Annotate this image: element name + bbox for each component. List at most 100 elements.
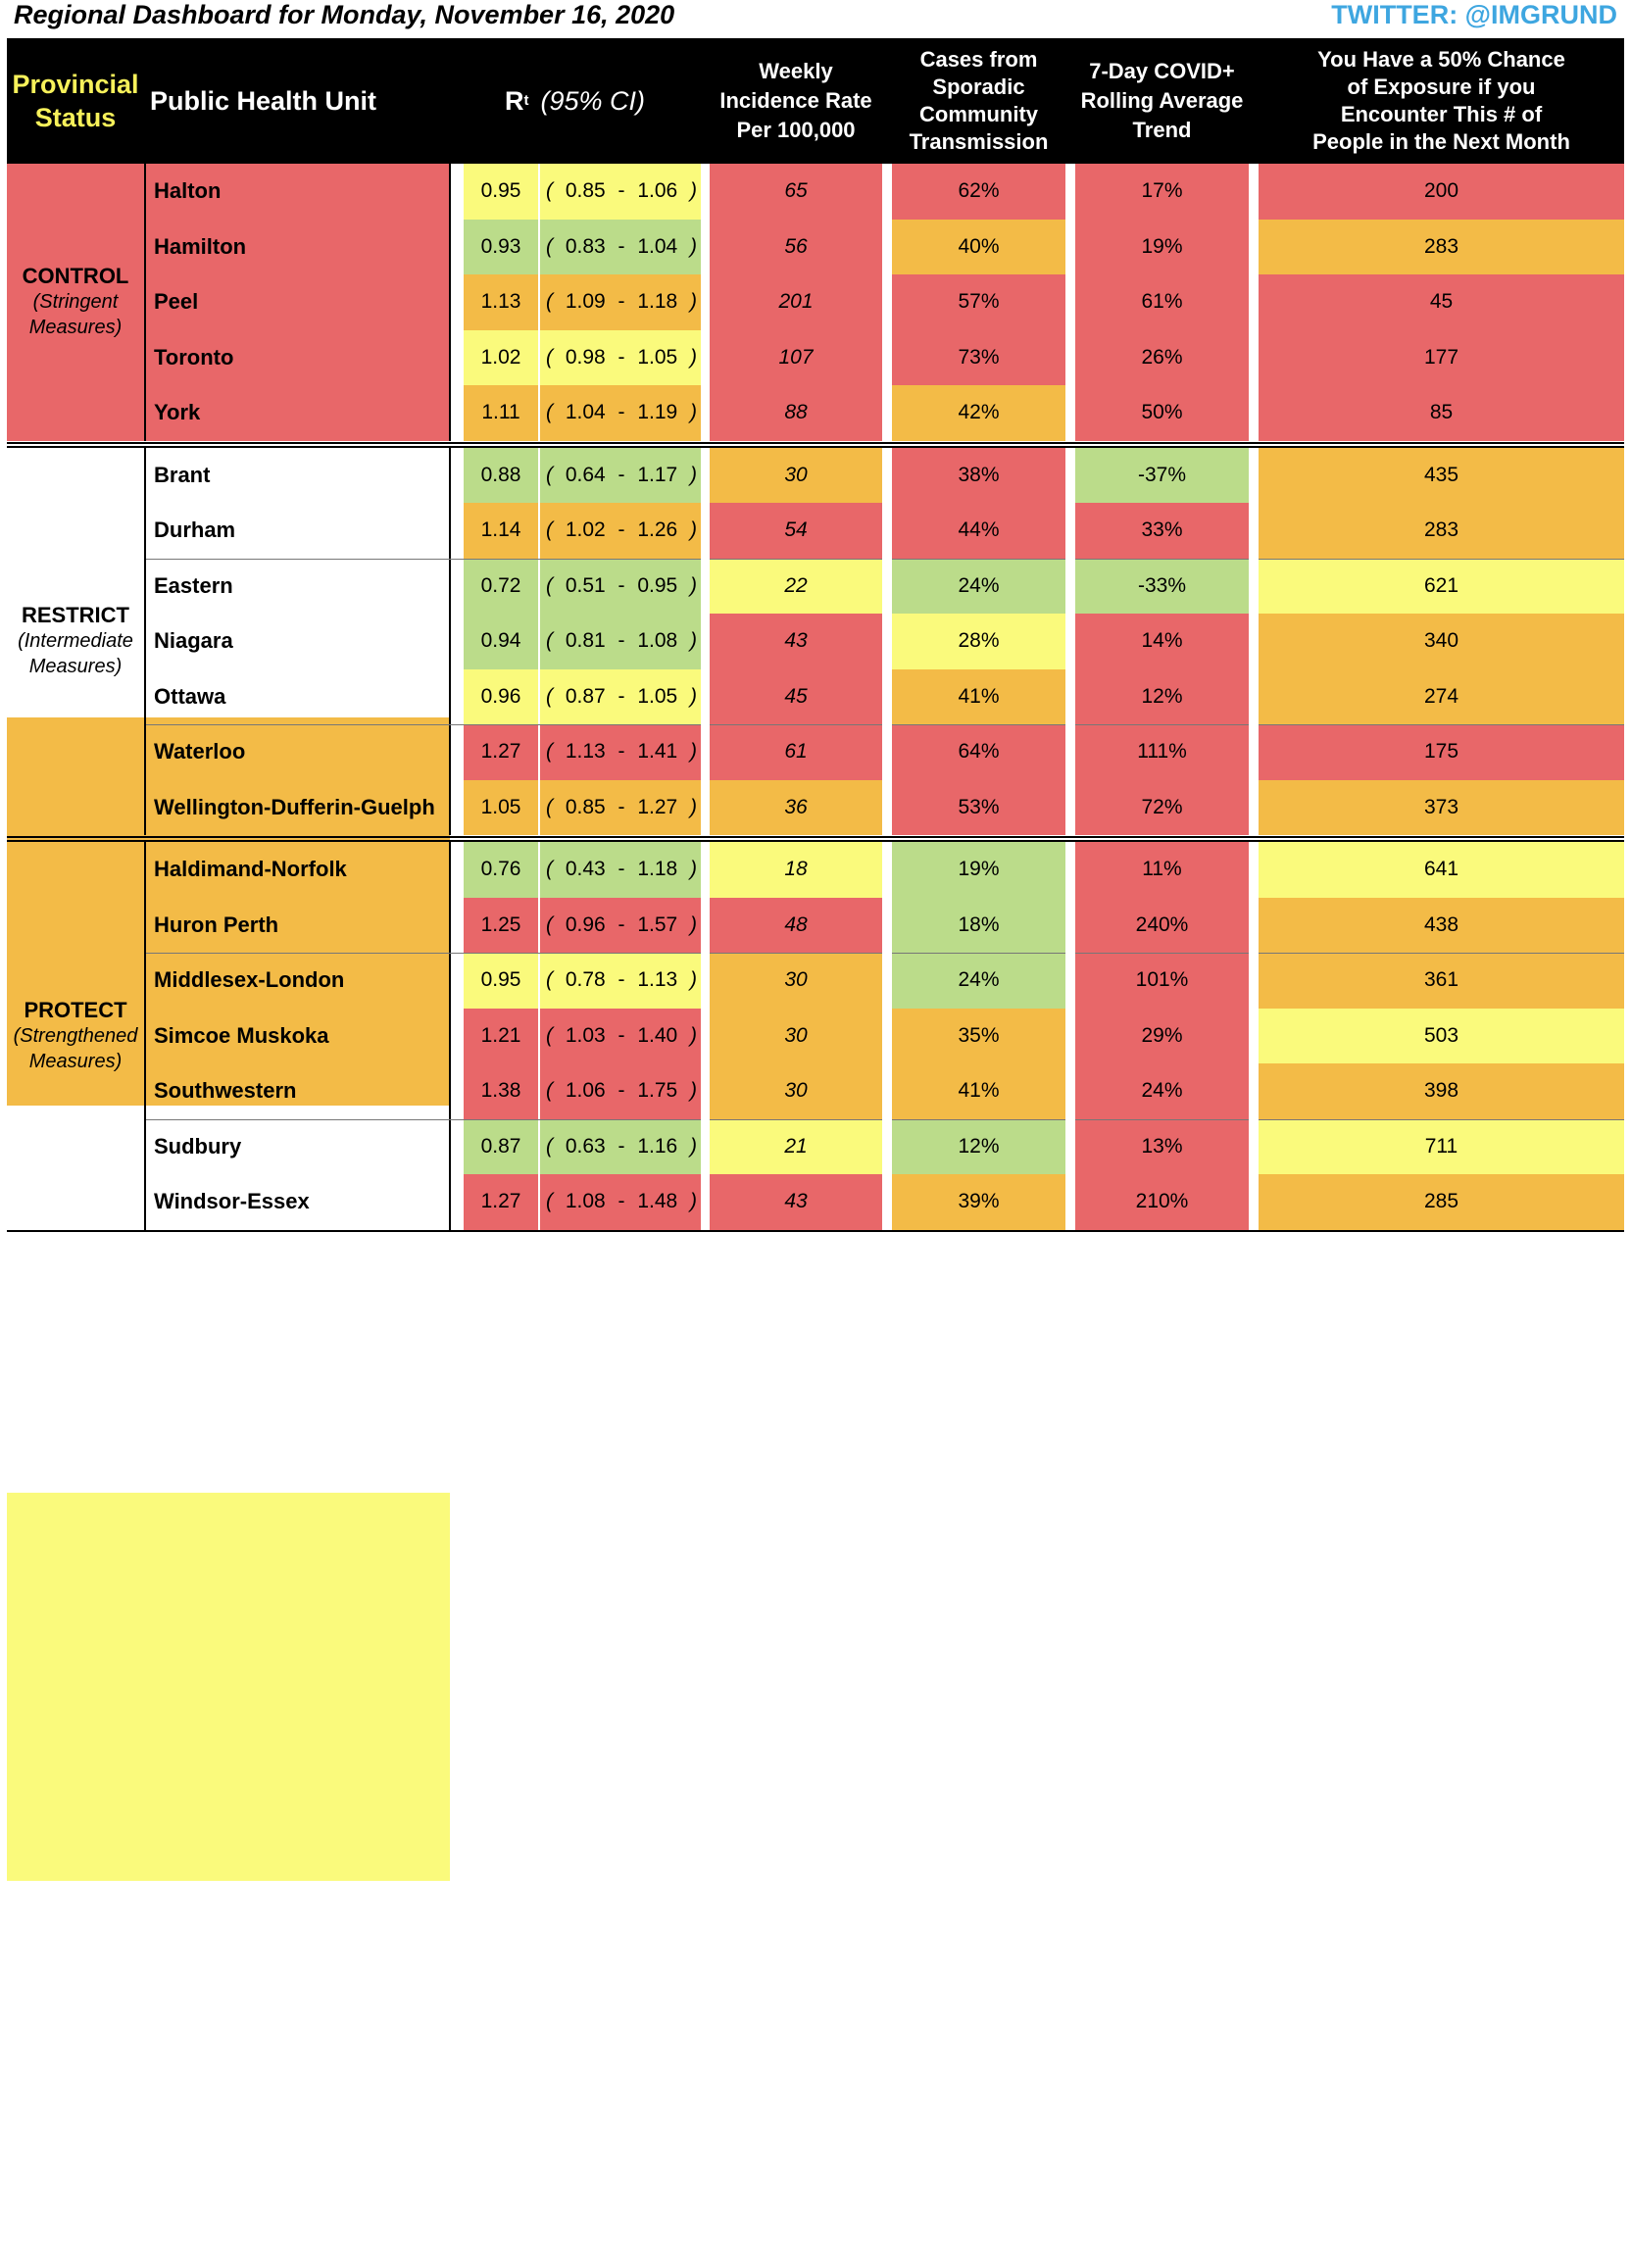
provincial-status-desc: (Stringent xyxy=(33,289,119,315)
rolling-average-trend: -37% xyxy=(1075,448,1249,504)
ci-open-paren: ( xyxy=(546,346,553,370)
health-unit-name: Niagara xyxy=(146,614,451,669)
ci-lower: 0.51 xyxy=(566,574,606,598)
ci-dash: - xyxy=(618,401,625,424)
table-bottom-border xyxy=(7,1230,1624,1232)
ci-lower: 0.78 xyxy=(566,968,606,992)
incidence-rate: 18 xyxy=(710,842,882,898)
ci-upper: 1.41 xyxy=(637,740,677,764)
sporadic-transmission: 41% xyxy=(892,1063,1065,1119)
rt-confidence-interval: (0.43-1.18) xyxy=(540,842,701,898)
ci-lower: 0.81 xyxy=(566,629,606,653)
ci-close-paren: ) xyxy=(690,1190,697,1213)
ci-upper: 1.13 xyxy=(637,968,677,992)
column-gap xyxy=(701,842,710,1230)
exposure-count: 283 xyxy=(1259,220,1624,275)
ci-close-paren: ) xyxy=(690,464,697,487)
exposure-count: 283 xyxy=(1259,503,1624,559)
ci-close-paren: ) xyxy=(690,740,697,764)
incidence-rate: 30 xyxy=(710,1009,882,1064)
column-gap xyxy=(1065,164,1075,441)
ci-upper: 1.57 xyxy=(637,913,677,937)
column-gap xyxy=(882,164,892,441)
twitter-handle[interactable]: TWITTER: @IMGRUND xyxy=(1331,0,1617,30)
health-unit-name: Waterloo xyxy=(146,724,451,780)
health-unit-name: Durham xyxy=(146,503,451,559)
incidence-rate: 56 xyxy=(710,220,882,275)
ci-upper: 1.16 xyxy=(637,1135,677,1159)
ci-open-paren: ( xyxy=(546,518,553,542)
group-band xyxy=(7,1493,450,1881)
header-incidence-line: Incidence Rate xyxy=(719,86,871,116)
ci-open-paren: ( xyxy=(546,290,553,314)
ci-close-paren: ) xyxy=(690,179,697,203)
ci-open-paren: ( xyxy=(546,1135,553,1159)
ci-open-paren: ( xyxy=(546,1079,553,1103)
ci-dash: - xyxy=(618,346,625,370)
ci-lower: 0.43 xyxy=(566,858,606,881)
ci-upper: 1.06 xyxy=(637,179,677,203)
ci-close-paren: ) xyxy=(690,1024,697,1048)
ci-close-paren: ) xyxy=(690,1079,697,1103)
incidence-rate: 48 xyxy=(710,898,882,954)
sporadic-transmission: 28% xyxy=(892,614,1065,669)
ci-close-paren: ) xyxy=(690,968,697,992)
ci-dash: - xyxy=(618,1135,625,1159)
provincial-status-desc: Measures) xyxy=(29,315,122,340)
ci-lower: 0.96 xyxy=(566,913,606,937)
health-unit-name: Brant xyxy=(146,448,451,504)
header-incidence: Weekly Incidence Rate Per 100,000 xyxy=(710,38,882,164)
ci-dash: - xyxy=(618,290,625,314)
ci-dash: - xyxy=(618,685,625,709)
provincial-status-desc: (Intermediate xyxy=(18,628,133,654)
sporadic-transmission: 35% xyxy=(892,1009,1065,1064)
header-sporadic-line: Transmission xyxy=(910,128,1049,156)
exposure-count: 45 xyxy=(1259,274,1624,330)
ci-close-paren: ) xyxy=(690,629,697,653)
ci-close-paren: ) xyxy=(690,1135,697,1159)
incidence-rate: 30 xyxy=(710,953,882,1009)
provincial-status-desc: Measures) xyxy=(29,654,122,679)
sporadic-transmission: 41% xyxy=(892,669,1065,725)
rt-value: 0.88 xyxy=(464,448,538,504)
provincial-status-name: CONTROL xyxy=(23,264,129,289)
rolling-average-trend: 50% xyxy=(1075,385,1249,441)
rt-confidence-interval: (0.63-1.16) xyxy=(540,1119,701,1175)
exposure-count: 711 xyxy=(1259,1119,1624,1175)
ci-close-paren: ) xyxy=(690,574,697,598)
header-incidence-line: Weekly xyxy=(759,57,832,86)
ci-lower: 1.06 xyxy=(566,1079,606,1103)
ci-upper: 1.48 xyxy=(637,1190,677,1213)
rolling-average-trend: 17% xyxy=(1075,164,1249,220)
exposure-count: 200 xyxy=(1259,164,1624,220)
ci-dash: - xyxy=(618,179,625,203)
ci-open-paren: ( xyxy=(546,685,553,709)
ci-upper: 1.75 xyxy=(637,1079,677,1103)
provincial-status-name: PROTECT xyxy=(24,998,126,1023)
rt-value: 1.14 xyxy=(464,503,538,559)
exposure-count: 85 xyxy=(1259,385,1624,441)
rt-confidence-interval: (1.04-1.19) xyxy=(540,385,701,441)
rt-value: 0.95 xyxy=(464,164,538,220)
header-sporadic-line: Community xyxy=(919,101,1038,128)
ci-lower: 1.02 xyxy=(566,518,606,542)
exposure-count: 435 xyxy=(1259,448,1624,504)
sporadic-transmission: 40% xyxy=(892,220,1065,275)
exposure-count: 438 xyxy=(1259,898,1624,954)
rt-value: 0.96 xyxy=(464,669,538,725)
health-unit-name: Wellington-Dufferin-Guelph xyxy=(146,780,451,836)
header-exposure: You Have a 50% Chance of Exposure if you… xyxy=(1259,38,1624,164)
exposure-count: 285 xyxy=(1259,1174,1624,1230)
ci-dash: - xyxy=(618,629,625,653)
health-unit-name: Peel xyxy=(146,274,451,330)
exposure-count: 175 xyxy=(1259,724,1624,780)
ci-upper: 1.05 xyxy=(637,346,677,370)
provincial-status-name: RESTRICT xyxy=(22,603,129,628)
ci-lower: 1.08 xyxy=(566,1190,606,1213)
rolling-average-trend: 26% xyxy=(1075,330,1249,386)
ci-close-paren: ) xyxy=(690,796,697,819)
incidence-rate: 30 xyxy=(710,448,882,504)
exposure-count: 373 xyxy=(1259,780,1624,836)
rt-value: 0.72 xyxy=(464,559,538,615)
